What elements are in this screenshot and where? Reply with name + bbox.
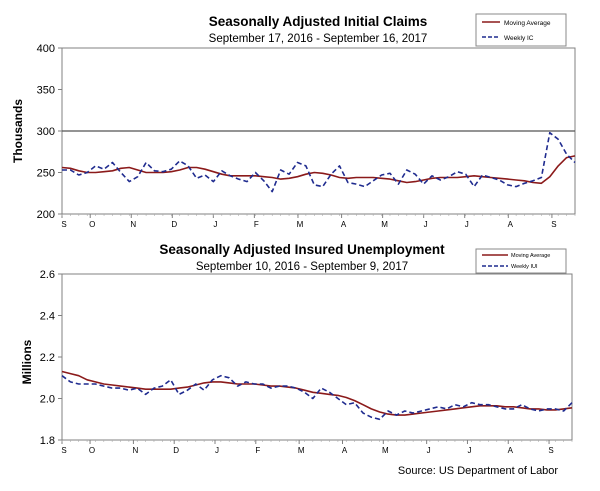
x-tick-label: J [215, 446, 219, 455]
chart-subtitle: September 17, 2016 - September 16, 2017 [209, 33, 428, 45]
legend-label-weekly: Weekly IC [504, 35, 534, 42]
y-tick-label: 2.0 [40, 394, 55, 406]
x-tick-label: J [467, 446, 471, 455]
x-tick-label: S [61, 446, 66, 455]
legend-label-weekly: Weekly IUI [511, 264, 538, 270]
x-tick-label: N [130, 220, 136, 229]
chart-title: Seasonally Adjusted Insured Unemployment [159, 242, 445, 257]
series-line-weekly-iui [61, 374, 573, 421]
source-note: Source: US Department of Labor [398, 465, 559, 477]
x-tick-label: D [173, 446, 179, 455]
y-tick-label: 250 [37, 168, 55, 180]
x-tick-label: O [89, 446, 95, 455]
x-tick-label: S [61, 220, 66, 229]
x-tick-label: J [213, 220, 217, 229]
x-tick-label: J [424, 220, 428, 229]
x-tick-label: F [254, 220, 259, 229]
y-tick-label: 2.4 [40, 311, 55, 323]
y-tick-label: 400 [37, 43, 55, 55]
y-tick-label: 2.2 [40, 352, 55, 364]
x-tick-label: M [297, 220, 304, 229]
x-tick-label: A [342, 446, 348, 455]
x-tick-label: A [341, 220, 347, 229]
y-tick-label: 200 [37, 209, 55, 221]
x-tick-label: O [89, 220, 95, 229]
series-line-weekly-ic [62, 131, 576, 193]
legend-box [475, 13, 567, 47]
initial-claims-chart: Seasonally Adjusted Initial Claims Septe… [11, 13, 576, 229]
plot-area [61, 273, 573, 441]
y-tick-label: 2.6 [40, 269, 55, 281]
legend-label-moving-average: Moving Average [504, 20, 551, 27]
x-tick-label: A [508, 220, 514, 229]
legend-label-moving-average: Moving Average [511, 253, 550, 259]
y-tick-label: 1.8 [40, 435, 55, 447]
x-tick-label: M [382, 446, 389, 455]
y-axis-label: Thousands [11, 99, 25, 163]
legend: Moving Average Weekly IUI [475, 248, 567, 274]
x-tick-label: M [298, 446, 305, 455]
y-tick-label: 300 [37, 126, 55, 138]
x-tick-label: J [427, 446, 431, 455]
legend-box [475, 248, 567, 274]
insured-unemployment-chart: Seasonally Adjusted Insured Unemployment… [20, 242, 573, 455]
x-tick-label: M [381, 220, 388, 229]
x-tick-label: F [255, 446, 260, 455]
x-tick-label: D [171, 220, 177, 229]
x-tick-label: S [551, 220, 556, 229]
chart-subtitle: September 10, 2016 - September 9, 2017 [196, 261, 408, 273]
legend: Moving Average Weekly IC [475, 13, 567, 47]
chart-title: Seasonally Adjusted Initial Claims [209, 14, 428, 29]
x-tick-label: J [465, 220, 469, 229]
x-tick-label: N [133, 446, 139, 455]
x-tick-label: S [548, 446, 553, 455]
y-tick-label: 350 [37, 85, 55, 97]
y-axis-label: Millions [20, 339, 34, 384]
x-tick-label: A [508, 446, 514, 455]
